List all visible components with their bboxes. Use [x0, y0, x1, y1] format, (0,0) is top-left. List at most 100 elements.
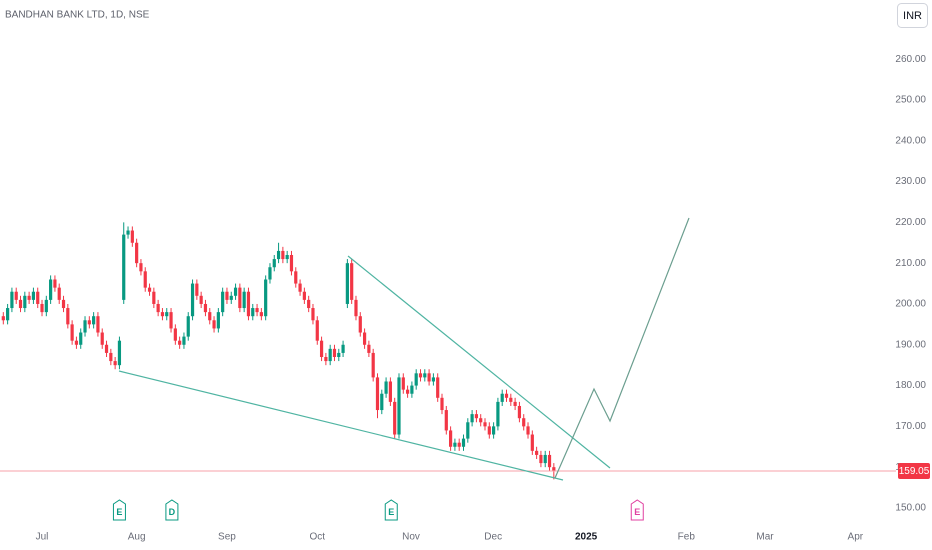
candle-body: [23, 295, 27, 309]
candle-body: [281, 250, 285, 260]
candle-body: [530, 434, 534, 451]
candle-body: [423, 373, 427, 378]
projection-path[interactable]: [554, 217, 690, 479]
candle-body: [436, 377, 440, 398]
candle-body: [522, 418, 526, 427]
candle-body: [264, 279, 268, 317]
candle-body: [539, 454, 543, 464]
y-tick-label: 190.00: [895, 339, 926, 350]
candle-body: [474, 414, 479, 419]
candle-body: [96, 316, 100, 333]
y-tick-label: 250.00: [895, 95, 926, 106]
candle-body: [225, 291, 229, 300]
candle-body: [358, 316, 362, 333]
candle-body: [143, 271, 147, 288]
candle-body: [444, 410, 448, 431]
y-tick-label: 210.00: [895, 258, 926, 269]
candle-body: [255, 308, 259, 313]
y-tick-label: 170.00: [895, 421, 926, 432]
candle-body: [61, 299, 66, 309]
candle-body: [1, 316, 5, 321]
candle-body: [165, 312, 169, 317]
last-price-label: 159.05: [899, 466, 930, 477]
candle-body: [53, 279, 57, 288]
candle-body: [418, 373, 423, 378]
x-tick-label: Dec: [484, 532, 502, 543]
candle-body: [117, 340, 122, 366]
candle-body: [552, 467, 556, 472]
candle-body: [238, 287, 242, 309]
candle-body: [307, 299, 311, 309]
candle-body: [74, 340, 79, 345]
candle-body: [70, 324, 74, 341]
x-tick-label: Jul: [36, 532, 49, 543]
candle-body: [139, 263, 143, 272]
y-tick-label: 230.00: [895, 176, 926, 187]
candle-body: [431, 377, 435, 382]
event-label: E: [388, 507, 394, 517]
candle-body: [40, 303, 44, 313]
candle-body: [36, 291, 40, 304]
candle-body: [229, 295, 233, 300]
candle-body: [410, 385, 414, 394]
candle-body: [44, 299, 48, 313]
candle-body: [466, 422, 470, 439]
candle-body: [388, 381, 392, 402]
candle-body: [453, 442, 457, 447]
currency-button[interactable]: [897, 3, 928, 28]
candle-body: [27, 295, 31, 300]
candle-body: [487, 426, 491, 435]
candle-body: [87, 320, 91, 325]
candle-body: [126, 230, 130, 235]
candle-body: [294, 271, 298, 284]
candle-body: [543, 454, 547, 464]
candle-body: [208, 312, 212, 321]
x-tick-label: Oct: [309, 532, 325, 543]
candle-body: [57, 287, 61, 300]
candle-body: [337, 352, 341, 358]
event-marker: [384, 499, 398, 521]
candle-body: [6, 308, 10, 321]
candle-body: [350, 263, 354, 300]
drawings: [118, 217, 690, 481]
x-tick-label: Sep: [218, 532, 236, 543]
candle-body: [457, 442, 461, 447]
candle-body: [354, 299, 358, 317]
candle-body: [449, 430, 453, 447]
candle-body: [504, 393, 509, 398]
candle-body: [276, 250, 281, 260]
candle-body: [470, 414, 474, 423]
candle-body: [496, 401, 500, 427]
candle-body: [384, 381, 388, 394]
currency-label[interactable]: INR: [903, 10, 922, 22]
candle-body: [259, 312, 263, 317]
candle-body: [479, 418, 483, 423]
y-tick-label: 240.00: [895, 135, 926, 146]
candle-body: [509, 397, 513, 402]
candle-body: [195, 283, 199, 296]
x-tick-label: Aug: [128, 532, 146, 543]
candle-body: [315, 320, 319, 341]
trend-line[interactable]: [118, 370, 564, 481]
event-marker: [630, 499, 644, 521]
candle-body: [375, 377, 380, 411]
event-label: E: [634, 507, 640, 517]
candle-body: [83, 320, 87, 333]
trend-line[interactable]: [347, 255, 611, 469]
candle-body: [500, 393, 504, 402]
event-label: D: [169, 507, 176, 517]
candle-body: [535, 450, 539, 455]
candle-body: [122, 234, 126, 300]
candle-body: [393, 401, 397, 435]
candle-body: [526, 426, 530, 435]
candle-body: [190, 283, 195, 317]
candle-body: [332, 348, 337, 358]
candle-body: [79, 332, 83, 345]
candle-body: [367, 344, 371, 353]
candle-body: [109, 352, 113, 362]
candle-body: [113, 361, 117, 366]
candle-body: [186, 316, 190, 337]
candle-body: [268, 267, 272, 280]
candle-body: [302, 291, 306, 300]
candle-body: [272, 259, 276, 268]
